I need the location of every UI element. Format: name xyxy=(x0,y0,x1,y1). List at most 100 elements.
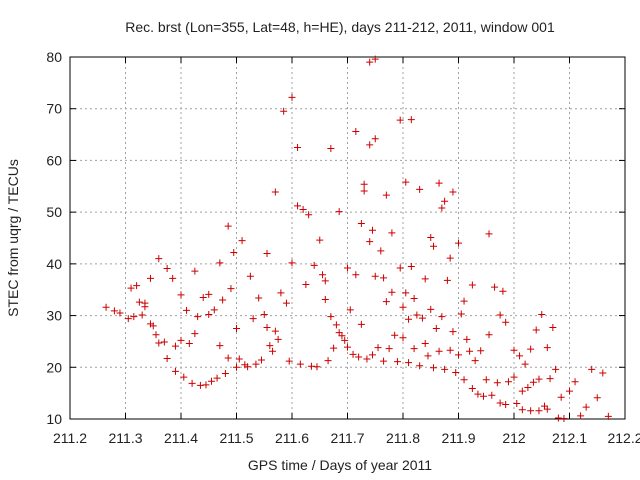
data-point-plus xyxy=(366,238,374,246)
data-point-plus xyxy=(285,357,293,365)
data-point-plus xyxy=(554,414,562,422)
x-tick-label: 211.5 xyxy=(220,430,254,446)
data-point-plus xyxy=(163,265,171,273)
data-point-plus xyxy=(452,368,460,376)
data-point-plus xyxy=(183,306,191,314)
data-point-plus xyxy=(468,384,476,392)
data-point-plus xyxy=(518,406,526,414)
data-point-plus xyxy=(432,325,440,332)
data-point-plus xyxy=(457,310,465,318)
data-point-plus xyxy=(349,350,357,358)
data-point-plus xyxy=(274,335,282,343)
data-point-plus xyxy=(527,407,535,415)
data-point-plus xyxy=(582,403,590,411)
data-point-plus xyxy=(593,394,601,402)
data-point-plus xyxy=(138,311,146,319)
data-point-plus xyxy=(557,393,565,401)
data-point-plus xyxy=(346,306,354,314)
data-point-plus xyxy=(332,321,340,329)
data-point-plus xyxy=(405,315,413,323)
data-point-plus xyxy=(352,127,360,135)
data-point-plus xyxy=(388,288,396,296)
data-point-plus xyxy=(535,407,543,415)
data-point-plus xyxy=(313,363,321,371)
data-points xyxy=(102,55,612,422)
y-axis-label: STEC from uqrg / TECUs xyxy=(5,159,21,317)
data-point-plus xyxy=(216,342,224,350)
data-point-plus xyxy=(393,358,401,366)
y-tick-label: 70 xyxy=(46,101,62,117)
data-point-plus xyxy=(368,226,376,234)
data-point-plus xyxy=(163,354,171,362)
data-point-plus xyxy=(407,262,415,270)
data-point-plus xyxy=(224,222,232,230)
data-point-plus xyxy=(335,208,343,216)
data-point-plus xyxy=(230,248,238,256)
data-point-plus xyxy=(124,315,132,323)
data-point-plus xyxy=(482,376,490,384)
data-point-plus xyxy=(382,298,390,306)
data-point-plus xyxy=(199,293,207,301)
data-point-plus xyxy=(463,335,471,343)
data-point-plus xyxy=(549,323,557,331)
data-point-plus xyxy=(188,379,196,387)
data-point-plus xyxy=(441,197,449,205)
data-point-plus xyxy=(402,178,410,186)
data-point-plus xyxy=(474,390,482,398)
data-point-plus xyxy=(185,339,193,347)
y-tick-label: 80 xyxy=(46,49,62,65)
data-point-plus xyxy=(552,365,560,373)
x-tick-label: 211.6 xyxy=(275,430,309,446)
grid-lines xyxy=(70,57,625,419)
data-point-plus xyxy=(194,313,202,321)
data-point-plus xyxy=(496,311,504,319)
data-point-plus xyxy=(155,255,163,263)
data-point-plus xyxy=(371,135,379,143)
data-point-plus xyxy=(441,365,449,373)
data-point-plus xyxy=(288,259,296,267)
data-point-plus xyxy=(371,272,379,280)
data-point-plus xyxy=(566,387,573,395)
data-point-plus xyxy=(455,351,462,359)
x-tick-label: 211.4 xyxy=(164,430,198,446)
y-tick-label: 60 xyxy=(46,152,62,168)
data-point-plus xyxy=(180,373,188,381)
x-tick-labels: 211.2 211.3 211.4 211.5 211.6 211.7 211.8 211.9… xyxy=(53,430,640,446)
data-point-plus xyxy=(438,313,446,321)
data-point-plus xyxy=(446,254,454,262)
y-tick-labels: 10 20 30 40 50 60 70 80 xyxy=(46,49,62,427)
data-point-plus xyxy=(380,274,388,282)
data-point-plus xyxy=(271,327,279,335)
data-point-plus xyxy=(263,250,271,258)
data-point-plus xyxy=(146,274,154,282)
data-point-plus xyxy=(341,336,349,344)
data-point-plus xyxy=(310,261,318,269)
data-point-plus xyxy=(546,375,554,383)
data-point-plus xyxy=(255,294,263,302)
data-point-plus xyxy=(171,367,179,375)
data-point-plus xyxy=(296,360,304,368)
data-point-plus xyxy=(385,345,393,353)
data-point-plus xyxy=(238,237,246,245)
data-point-plus xyxy=(496,399,504,407)
data-point-plus xyxy=(513,399,521,407)
data-point-plus xyxy=(502,401,510,409)
data-point-plus xyxy=(249,315,257,323)
data-point-plus xyxy=(405,359,413,367)
data-point-plus xyxy=(366,58,374,66)
data-point-plus xyxy=(538,311,546,319)
data-point-plus xyxy=(527,345,535,353)
data-point-plus xyxy=(244,363,252,371)
data-point-plus xyxy=(427,233,435,241)
data-point-plus xyxy=(271,188,279,196)
y-tick-label: 40 xyxy=(46,256,62,272)
x-tick-label: 212.2 xyxy=(607,430,640,446)
data-point-plus xyxy=(266,342,274,350)
data-point-plus xyxy=(416,185,424,193)
data-point-plus xyxy=(435,179,443,187)
data-point-plus xyxy=(360,180,368,188)
data-point-plus xyxy=(307,362,315,370)
data-point-plus xyxy=(399,334,407,342)
data-point-plus xyxy=(263,323,271,331)
data-point-plus xyxy=(321,277,329,285)
